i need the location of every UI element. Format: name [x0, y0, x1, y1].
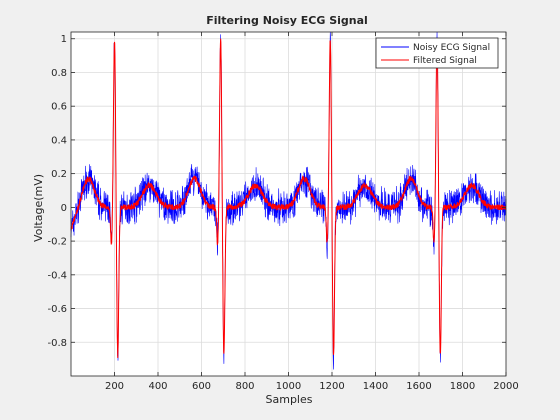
y-tick-label: 0.8 [51, 68, 67, 79]
x-tick-label: 800 [235, 381, 254, 392]
y-tick-label: 0.2 [51, 169, 67, 180]
x-tick-label: 1000 [276, 381, 301, 392]
x-tick-label: 1200 [319, 381, 344, 392]
y-tick-label: 0 [61, 203, 67, 214]
legend: Noisy ECG Signal Filtered Signal [375, 37, 499, 69]
y-tick-label: 1 [61, 34, 67, 45]
y-tick-label: -0.8 [47, 338, 67, 349]
x-tick-label: 1800 [450, 381, 475, 392]
x-tick-label: 2000 [493, 381, 518, 392]
series-lines [70, 31, 507, 370]
tick-labels: 200 400 600 800 1000 1200 1400 1600 1800 2000 -0.8… [47, 32, 519, 392]
noisy-ecg-line [70, 31, 507, 370]
legend-label-filtered: Filtered Signal [413, 56, 477, 66]
x-tick-label: 600 [192, 381, 211, 392]
chart-title: Filtering Noisy ECG Signal [206, 14, 368, 27]
legend-label-noisy: Noisy ECG Signal [413, 43, 490, 53]
x-tick-label: 1600 [406, 381, 431, 392]
y-tick-label: -0.4 [47, 270, 67, 281]
x-tick-label: 400 [148, 381, 167, 392]
x-tick-label: 200 [105, 381, 124, 392]
x-tick-label: 1400 [363, 381, 388, 392]
filtered-signal-line [70, 38, 507, 359]
y-tick-label: 0.6 [51, 102, 67, 113]
legend-box [375, 37, 499, 69]
y-tick-label: -0.6 [47, 304, 67, 315]
y-axis-label: Voltage(mV) [32, 174, 45, 242]
y-tick-label: -0.2 [47, 237, 67, 248]
y-tick-label: 0.4 [51, 135, 67, 146]
x-axis-label: Samples [266, 393, 313, 406]
